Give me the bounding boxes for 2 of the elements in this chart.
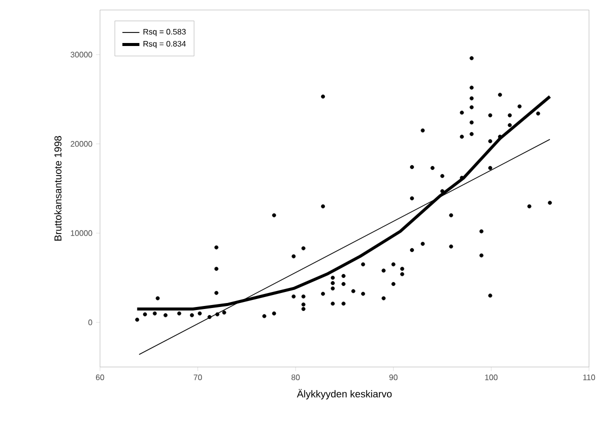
y-axis-title: Bruttokansantuote 1998: [54, 136, 62, 241]
x-axis-title: Älykkyyden keskiarvo: [296, 388, 392, 400]
